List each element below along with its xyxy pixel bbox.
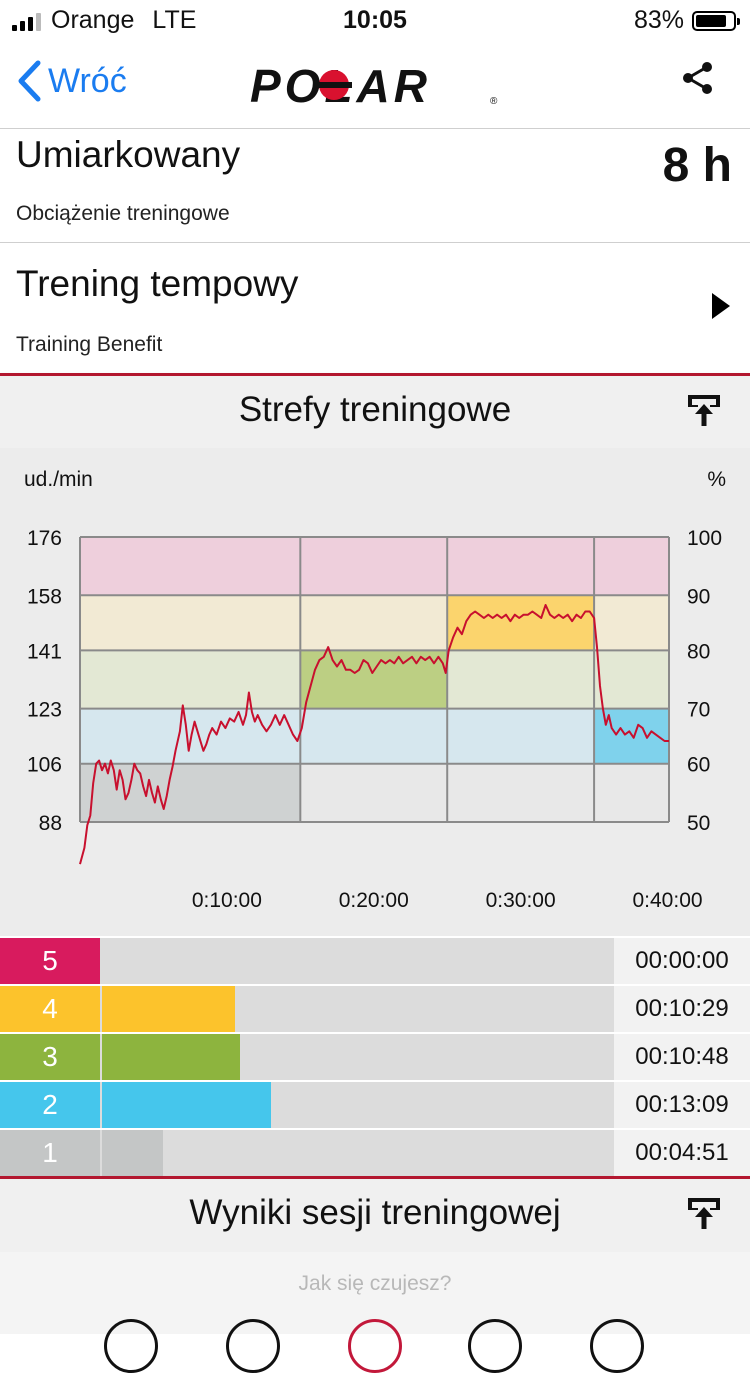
training-load-subtitle: Obciążenie treningowe — [16, 202, 230, 225]
network-label: LTE — [152, 6, 197, 34]
status-left: Orange LTE — [12, 6, 196, 35]
zone-band-0-5 — [80, 537, 301, 596]
zone-band-0-1 — [80, 763, 301, 822]
status-bar: Orange LTE 10:05 83% — [0, 0, 750, 42]
heart-rate-line — [79, 604, 669, 865]
zone-band-3-1 — [594, 763, 669, 822]
zone-number: 2 — [0, 1082, 100, 1128]
zone-band-3-5 — [594, 537, 669, 596]
y-tick-right-4: 90 — [687, 585, 710, 608]
y-tick-right-0: 50 — [687, 812, 710, 835]
y-tick-right-2: 70 — [687, 699, 710, 722]
right-unit-label: % — [707, 468, 726, 491]
zone-row-4: 4 00:10:29 — [0, 986, 750, 1032]
zone-band-0-4 — [80, 595, 301, 651]
training-load-row: Umiarkowany 8 h Obciążenie treningowe — [0, 128, 750, 243]
training-load-title: Umiarkowany — [16, 134, 241, 175]
left-unit-label: ud./min — [24, 468, 93, 491]
zone-time: 00:04:51 — [614, 1130, 750, 1176]
zone-row-5: 5 00:00:00 — [0, 938, 750, 984]
zone-bar-fill — [102, 1130, 164, 1176]
zone-band-3-3 — [594, 650, 669, 709]
zone-band-1-3 — [300, 650, 448, 709]
zone-band-1-5 — [300, 537, 448, 596]
y-tick-left-5: 176 — [27, 527, 62, 550]
mood-option-1[interactable] — [104, 1319, 158, 1373]
heart-rate-chart: ud./min % 88 106 123 141 158 176 50 60 70 80 90 100… — [0, 448, 750, 936]
signal-icon — [12, 11, 41, 31]
feeling-section: Jak się czujesz? — [0, 1252, 750, 1373]
pin-top-icon[interactable] — [686, 1195, 722, 1231]
zone-band-2-2 — [447, 708, 595, 764]
feeling-question: Jak się czujesz? — [298, 1272, 452, 1295]
y-tick-left-3: 141 — [27, 640, 62, 663]
svg-text:®: ® — [490, 96, 498, 107]
x-tick-1: 0:20:00 — [339, 889, 409, 912]
zone-bar-fill — [102, 986, 236, 1032]
y-tick-left-0: 88 — [39, 812, 62, 835]
zone-band-2-5 — [447, 537, 595, 596]
mood-option-2[interactable] — [226, 1319, 280, 1373]
mood-option-4[interactable] — [468, 1319, 522, 1373]
zone-number: 1 — [0, 1130, 100, 1176]
x-tick-2: 0:30:00 — [486, 889, 556, 912]
play-arrow-icon — [712, 293, 730, 319]
zone-bars: 5 00:00:00 4 00:10:29 3 00:10:48 2 00:13:09 1 00:… — [0, 936, 750, 1176]
pin-top-icon[interactable] — [686, 392, 722, 428]
polar-logo: POLAR ® — [250, 62, 498, 108]
chart-svg: ud./min % 88 106 123 141 158 176 50 60 70 80 90 100… — [24, 468, 726, 912]
back-button[interactable]: Wróć — [16, 60, 127, 102]
y-tick-right-1: 60 — [687, 754, 710, 777]
zone-band-0-2 — [80, 708, 301, 764]
zone-time: 00:00:00 — [614, 938, 750, 984]
zone-number: 4 — [0, 986, 100, 1032]
zone-bar-fill — [102, 1082, 271, 1128]
zone-band-1-4 — [300, 595, 448, 651]
x-tick-0: 0:10:00 — [192, 889, 262, 912]
chevron-left-icon — [18, 60, 41, 102]
zone-time: 00:10:48 — [614, 1034, 750, 1080]
zone-band-1-2 — [300, 708, 448, 764]
zone-band-2-3 — [447, 650, 595, 709]
y-tick-right-3: 80 — [687, 640, 710, 663]
results-section-title: Wyniki sesji treningowej — [189, 1193, 561, 1232]
mood-option-5[interactable] — [590, 1319, 644, 1373]
training-benefit-row[interactable]: Trening tempowy Training Benefit — [0, 243, 750, 373]
zone-number: 5 — [0, 938, 100, 984]
zone-time: 00:13:09 — [614, 1082, 750, 1128]
results-section-header[interactable]: Wyniki sesji treningowej — [0, 1176, 750, 1252]
y-tick-left-2: 123 — [27, 699, 62, 722]
zone-band-1-1 — [300, 763, 448, 822]
y-tick-left-1: 106 — [27, 754, 62, 777]
status-right: 83% — [633, 6, 740, 35]
status-time: 10:05 — [343, 6, 407, 34]
training-load-value: 8 h — [662, 139, 732, 192]
zone-row-2: 2 00:13:09 — [0, 1082, 750, 1128]
zone-row-1: 1 00:04:51 — [0, 1130, 750, 1176]
y-tick-left-4: 158 — [27, 585, 62, 608]
zone-band-2-4 — [447, 595, 595, 651]
zone-number: 3 — [0, 1034, 100, 1080]
back-label: Wróć — [48, 61, 127, 100]
share-icon[interactable] — [680, 60, 716, 96]
zone-bar-fill — [102, 1034, 241, 1080]
training-benefit-subtitle: Training Benefit — [16, 333, 163, 356]
y-tick-right-5: 100 — [687, 527, 722, 550]
zone-band-3-4 — [594, 595, 669, 651]
zone-time: 00:10:29 — [614, 986, 750, 1032]
nav-bar: Wróć POLAR ® — [0, 42, 750, 129]
battery-icon — [692, 10, 740, 31]
zone-band-0-3 — [80, 650, 301, 709]
training-benefit-title: Trening tempowy — [16, 263, 299, 304]
carrier-label: Orange — [51, 6, 135, 34]
zone-band-2-1 — [447, 763, 595, 822]
mood-option-3[interactable] — [348, 1319, 402, 1373]
zone-row-3: 3 00:10:48 — [0, 1034, 750, 1080]
zones-section-title: Strefy treningowe — [238, 390, 512, 429]
x-tick-3: 0:40:00 — [632, 889, 702, 912]
battery-percent: 83% — [633, 6, 684, 34]
zones-section-header[interactable]: Strefy treningowe — [0, 373, 750, 448]
